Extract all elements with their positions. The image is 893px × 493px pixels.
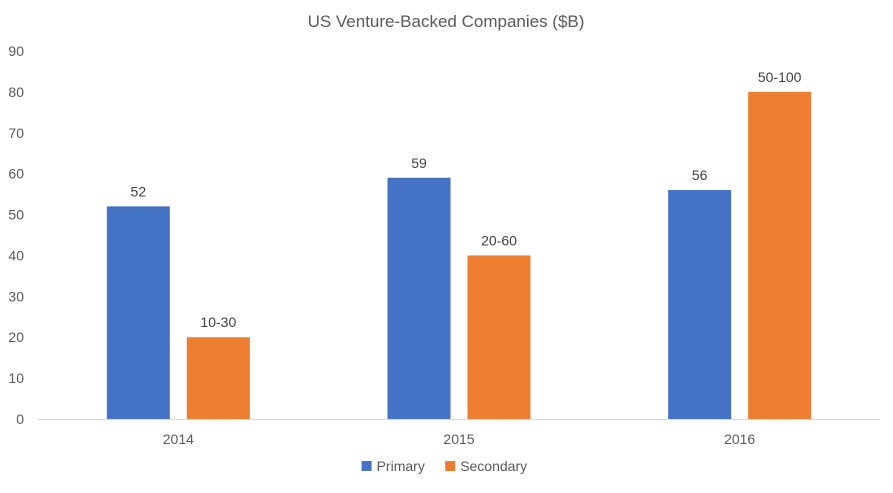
data-label: 59 xyxy=(411,155,427,171)
y-tick-label: 60 xyxy=(8,166,24,182)
bar-primary-2016 xyxy=(668,190,732,419)
y-axis-ticks: 0 10 20 30 40 50 60 70 80 90 xyxy=(8,43,24,427)
data-label: 56 xyxy=(692,167,708,183)
legend-label: Secondary xyxy=(460,458,527,474)
y-tick-label: 10 xyxy=(8,370,24,386)
y-tick-label: 30 xyxy=(8,288,24,304)
x-tick-label: 2014 xyxy=(163,431,194,447)
legend: Primary Secondary xyxy=(361,458,527,474)
bar-secondary-2015 xyxy=(467,255,531,419)
data-label: 52 xyxy=(131,183,147,199)
legend-swatch-primary xyxy=(361,461,372,471)
bar-primary-2014 xyxy=(106,206,170,419)
y-tick-label: 90 xyxy=(8,43,24,59)
data-label: 20-60 xyxy=(481,232,517,248)
y-tick-label: 80 xyxy=(8,84,24,100)
chart-title: US Venture-Backed Companies ($B) xyxy=(308,12,585,31)
bar-secondary-2014 xyxy=(186,337,250,419)
data-label: 10-30 xyxy=(200,314,236,330)
data-label: 50-100 xyxy=(758,69,802,85)
x-tick-label: 2016 xyxy=(724,431,755,447)
legend-label: Primary xyxy=(377,458,425,474)
y-tick-label: 70 xyxy=(8,125,24,141)
y-tick-label: 0 xyxy=(16,411,24,427)
y-tick-label: 50 xyxy=(8,207,24,223)
y-tick-label: 40 xyxy=(8,247,24,263)
legend-swatch-secondary xyxy=(445,461,456,471)
bars xyxy=(106,91,812,419)
data-labels: 52 10-30 59 20-60 56 50-100 xyxy=(131,69,802,330)
bar-primary-2015 xyxy=(387,177,451,419)
x-tick-label: 2015 xyxy=(443,431,474,447)
bar-secondary-2016 xyxy=(748,91,812,419)
x-axis-ticks: 2014 2015 2016 xyxy=(163,431,756,447)
y-tick-label: 20 xyxy=(8,329,24,345)
